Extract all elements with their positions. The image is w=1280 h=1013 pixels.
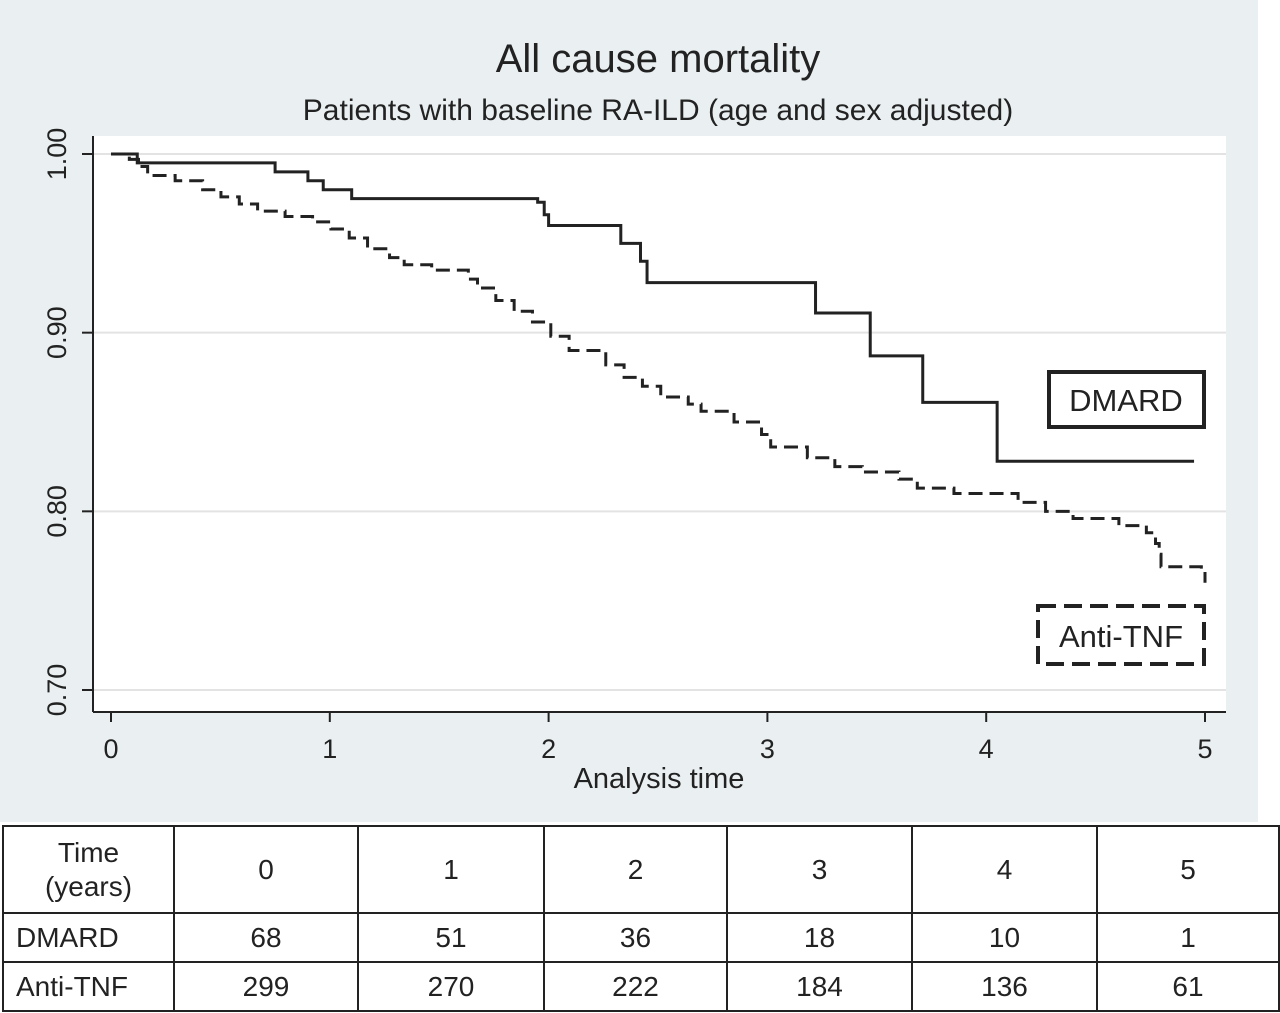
legend-anti-tnf-box xyxy=(1036,604,1206,666)
x-tick-label: 0 xyxy=(103,734,118,764)
row-label: DMARD xyxy=(2,912,175,964)
chart-panel: 0 1 2 3 4 5 0.70 0.80 0.90 1.00 All cause mortal… xyxy=(0,0,1258,822)
table-cell: 51 xyxy=(357,912,545,964)
time-cell: 5 xyxy=(1096,824,1280,915)
table-cell: 1 xyxy=(1096,912,1280,964)
x-tick-label: 5 xyxy=(1197,734,1212,764)
table-cell: 36 xyxy=(543,912,728,964)
legend-dmard-box xyxy=(1047,370,1206,429)
table-header-row: Time (years) 0 1 2 3 4 5 xyxy=(2,824,1280,915)
time-cell: 2 xyxy=(543,824,728,915)
legend-dmard: DMARD xyxy=(1047,370,1206,429)
km-chart: 0 1 2 3 4 5 0.70 0.80 0.90 1.00 All cause mortal… xyxy=(42,37,1226,795)
table-cell: 184 xyxy=(726,961,913,1012)
x-tick-label: 1 xyxy=(322,734,337,764)
y-tick-label: 1.00 xyxy=(42,128,72,181)
y-tick-label: 0.90 xyxy=(42,306,72,359)
time-header-cell: Time (years) xyxy=(2,824,175,915)
table-row-dmard: DMARD 68 51 36 18 10 1 xyxy=(2,912,1280,964)
time-cell: 3 xyxy=(726,824,913,915)
y-ticks: 0.70 0.80 0.90 1.00 xyxy=(42,128,93,717)
table-cell: 10 xyxy=(911,912,1098,964)
legend-anti-tnf-label: Anti-TNF xyxy=(1059,619,1183,654)
table-cell: 136 xyxy=(911,961,1098,1012)
number-at-risk-table: Time (years) 0 1 2 3 4 5 DMARD 68 51 36 … xyxy=(2,824,1280,1012)
series-line-dmard xyxy=(111,152,1195,463)
table-cell: 299 xyxy=(173,961,359,1012)
x-ticks: 0 1 2 3 4 5 xyxy=(103,712,1213,764)
y-tick-label: 0.70 xyxy=(42,664,72,717)
x-tick-label: 4 xyxy=(979,734,994,764)
time-cell: 4 xyxy=(911,824,1098,915)
x-tick-label: 2 xyxy=(541,734,556,764)
row-label: Anti-TNF xyxy=(2,961,175,1012)
legend-dmard-label: DMARD xyxy=(1069,383,1183,418)
x-tick-label: 3 xyxy=(760,734,775,764)
table-row-anti-tnf: Anti-TNF 299 270 222 184 136 61 xyxy=(2,961,1280,1012)
plot-area xyxy=(93,136,1226,712)
chart-title: All cause mortality xyxy=(496,37,821,81)
legend-anti-tnf: Anti-TNF xyxy=(1036,604,1206,666)
grid-lines xyxy=(93,153,1226,691)
time-header-line2: (years) xyxy=(44,870,133,902)
table-cell: 18 xyxy=(726,912,913,964)
series-line-anti-tnf xyxy=(111,152,1207,583)
table-cell: 68 xyxy=(173,912,359,964)
time-cell: 0 xyxy=(173,824,359,915)
table-cell: 61 xyxy=(1096,961,1280,1012)
time-cell: 1 xyxy=(357,824,545,915)
time-header-line1: Time xyxy=(57,836,120,868)
chart-subtitle: Patients with baseline RA-ILD (age and s… xyxy=(303,94,1013,127)
series-layer xyxy=(111,152,1207,583)
table-cell: 270 xyxy=(357,961,545,1012)
y-tick-label: 0.80 xyxy=(42,485,72,538)
x-axis-label: Analysis time xyxy=(574,763,745,795)
table-cell: 222 xyxy=(543,961,728,1012)
